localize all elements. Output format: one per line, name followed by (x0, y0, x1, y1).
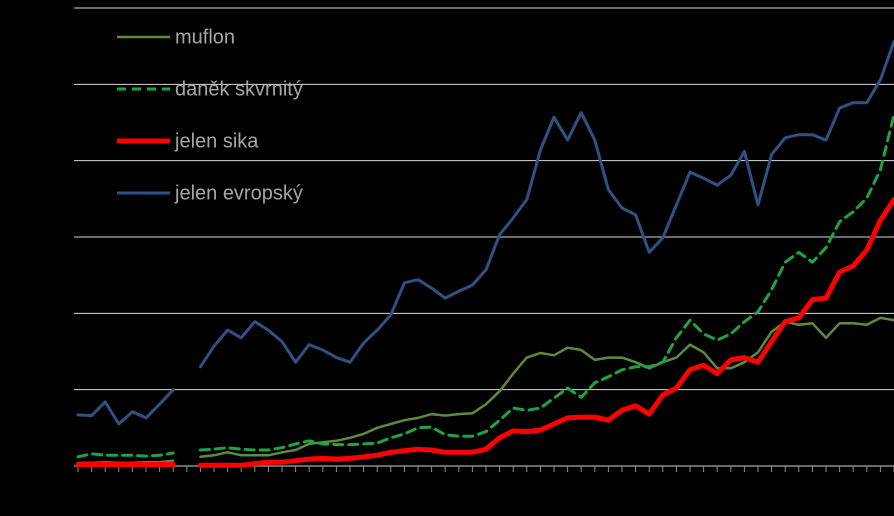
legend-label: daněk skvrnitý (175, 78, 303, 100)
legend-label: muflon (175, 26, 235, 48)
legend-label: jelen sika (174, 130, 259, 152)
series-line (76, 113, 894, 459)
legend: muflon daněk skvrnitý jelen sika jelen evro… (117, 26, 303, 204)
series-line (76, 40, 894, 426)
series-line (75, 197, 894, 468)
legend-label: jelen evropský (174, 182, 303, 204)
